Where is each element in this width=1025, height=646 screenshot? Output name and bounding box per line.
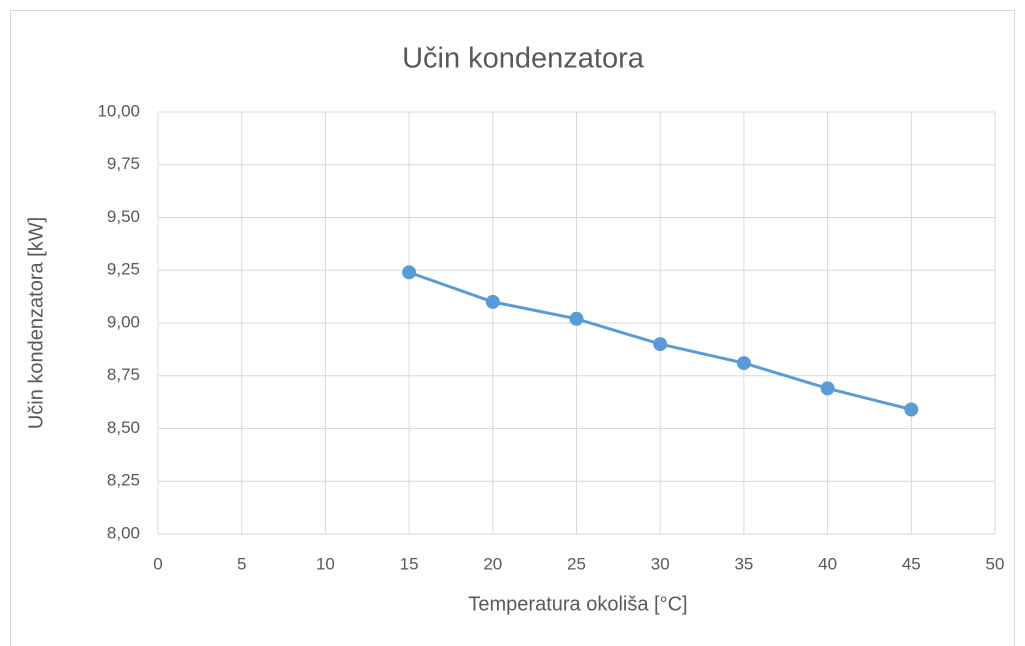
y-tick-label: 8,75 xyxy=(107,365,140,384)
x-tick-label: 10 xyxy=(316,554,335,573)
data-point xyxy=(820,381,835,396)
y-tick-label: 8,25 xyxy=(107,471,140,490)
x-tick-label: 0 xyxy=(153,554,162,573)
y-tick-label: 9,00 xyxy=(107,312,140,331)
x-tick-label: 35 xyxy=(734,554,753,573)
x-tick-label: 5 xyxy=(237,554,246,573)
data-point xyxy=(485,294,500,309)
y-tick-label: 8,50 xyxy=(107,418,140,437)
x-tick-label: 15 xyxy=(400,554,419,573)
x-tick-label: 50 xyxy=(986,554,1005,573)
data-point xyxy=(904,402,919,417)
y-tick-label: 10,00 xyxy=(97,101,140,120)
data-point xyxy=(569,311,584,326)
y-tick-label: 9,50 xyxy=(107,207,140,226)
y-tick-label: 9,75 xyxy=(107,154,140,173)
data-point xyxy=(653,337,668,352)
x-axis-title: Temperatura okoliša [°C] xyxy=(468,593,687,615)
y-tick-label: 8,00 xyxy=(107,523,140,542)
data-point xyxy=(402,265,417,280)
chart-title: Učin kondenzatora xyxy=(402,43,645,75)
chart-border xyxy=(10,10,1015,646)
x-tick-label: 25 xyxy=(567,554,586,573)
x-tick-label: 40 xyxy=(818,554,837,573)
data-point xyxy=(736,356,751,371)
x-tick-label: 30 xyxy=(651,554,670,573)
y-tick-label: 9,25 xyxy=(107,260,140,279)
x-tick-label: 45 xyxy=(902,554,921,573)
y-axis-title: Učin kondenzatora [kW] xyxy=(25,217,47,429)
x-tick-label: 20 xyxy=(483,554,502,573)
